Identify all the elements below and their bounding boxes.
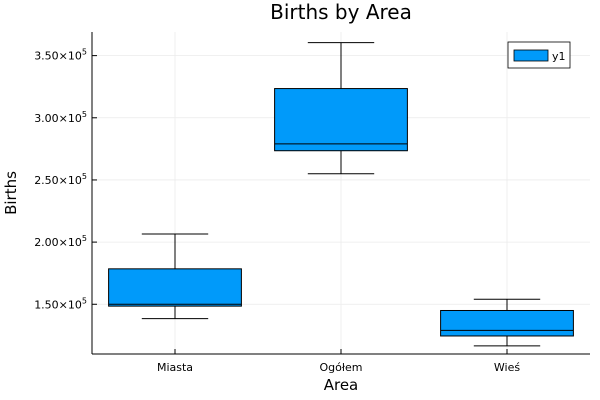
y-tick-label: 1.50×105	[34, 296, 87, 311]
y-tick-label: 2.50×105	[34, 172, 87, 187]
y-tick-label: 3.50×105	[34, 48, 87, 63]
legend: y1	[507, 41, 571, 69]
box-iqr	[108, 268, 242, 307]
labels: Births by Area Area Births	[2, 0, 412, 394]
y-tick-label: 3.00×105	[34, 110, 87, 125]
x-tick-label: Miasta	[157, 361, 193, 374]
x-tick-label: Wieś	[494, 361, 520, 374]
box-wieś	[440, 298, 574, 347]
x-axis-title: Area	[324, 376, 359, 394]
box-ogółem	[274, 42, 408, 175]
box-iqr	[274, 88, 408, 152]
y-axis-title: Births	[2, 171, 20, 215]
box-iqr	[440, 309, 574, 337]
x-tick-label: Ogółem	[320, 361, 363, 374]
y-tick-label: 2.00×105	[34, 234, 87, 249]
axes: 1.50×105 2.00×105 2.50×105 3.00×105 3.50×105…	[34, 32, 590, 374]
box-miasta	[108, 233, 242, 320]
legend-swatch	[513, 49, 549, 62]
chart-title: Births by Area	[270, 0, 412, 24]
legend-label: y1	[552, 50, 566, 63]
boxes	[108, 42, 574, 347]
